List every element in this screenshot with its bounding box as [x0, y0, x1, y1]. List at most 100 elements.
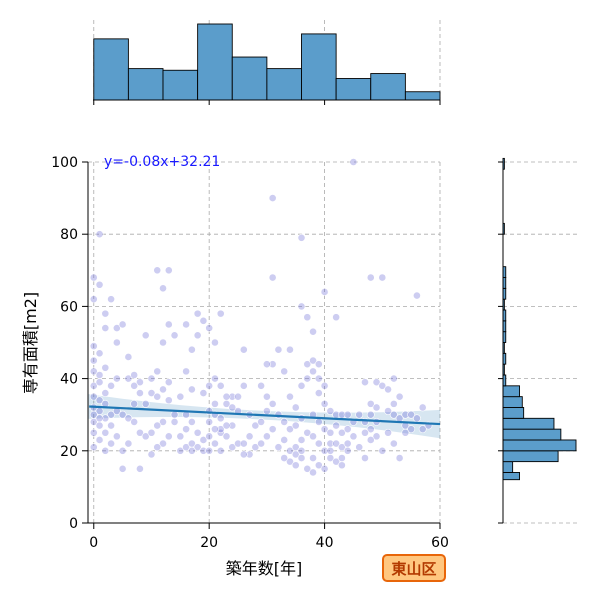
scatter-point-37 — [89, 443, 98, 452]
scatter-point-12 — [101, 363, 110, 372]
scatter-point-122 — [228, 403, 237, 412]
scatter-point-134 — [251, 421, 260, 430]
scatter-point-61 — [164, 266, 173, 275]
scatter-point-8 — [118, 320, 127, 329]
scatter-point-243 — [389, 439, 398, 448]
scatter-point-241 — [395, 392, 404, 401]
scatter-point-38 — [118, 446, 127, 455]
scatter-point-55 — [112, 338, 121, 347]
scatter-point-128 — [205, 432, 214, 441]
scatter-point-167 — [303, 428, 312, 437]
scatter-point-240 — [389, 374, 398, 383]
scatter-point-203 — [326, 446, 335, 455]
scatter-point-28 — [118, 410, 127, 419]
scatter-point-92 — [193, 331, 202, 340]
scatter-point-35 — [95, 436, 104, 444]
scatter-point-66 — [153, 367, 162, 376]
scatter-point-138 — [245, 450, 254, 459]
scatter-point-24 — [107, 410, 115, 419]
scatter-point-146 — [262, 392, 271, 401]
scatter-point-73 — [159, 418, 167, 426]
scatter-point-115 — [228, 421, 237, 430]
scatter-point-98 — [199, 446, 208, 455]
scatter-point-227 — [361, 428, 369, 437]
scatter-point-107 — [205, 381, 214, 390]
scatter-point-53 — [136, 378, 144, 387]
scatter-point-196 — [303, 464, 312, 473]
scatter-point-71 — [164, 396, 173, 405]
top-hist-bar-9 — [404, 91, 441, 101]
scatter-point-135 — [245, 432, 254, 441]
right-histogram-bars — [502, 157, 577, 481]
scatter-point-103 — [205, 418, 214, 426]
scatter-point-10 — [95, 349, 104, 358]
scatter-point-64 — [170, 331, 179, 340]
scatter-point-30 — [95, 421, 104, 430]
scatter-point-170 — [286, 392, 294, 401]
y-tick-label-1: 20 — [60, 444, 78, 460]
scatter-point-251 — [407, 425, 416, 434]
scatter-point-246 — [413, 291, 421, 300]
scatter-point-178 — [303, 360, 312, 369]
scatter-point-259 — [338, 461, 346, 470]
right-hist-bar-0 — [502, 472, 520, 481]
scatter-point-236 — [384, 407, 392, 415]
scatter-point-157 — [280, 436, 289, 444]
scatter-point-154 — [274, 410, 283, 419]
scatter-point-58 — [136, 389, 144, 397]
scatter-point-136 — [239, 439, 248, 448]
scatter-point-119 — [205, 324, 214, 332]
scatter-point-255 — [361, 454, 369, 462]
scatter-point-33 — [101, 428, 110, 437]
scatter-point-140 — [257, 439, 266, 448]
scatter-point-11 — [89, 356, 98, 365]
top-histogram-ticks — [93, 100, 441, 105]
scatter-point-218 — [355, 410, 364, 419]
scatter-point-105 — [216, 414, 225, 423]
scatter-point-9 — [89, 342, 98, 351]
scatter-point-208 — [332, 421, 341, 430]
scatter-point-155 — [280, 418, 289, 426]
scatter-point-109 — [216, 381, 225, 390]
main-plot: 0 20 40 60 0 20 40 60 80 100 y=-0.08x+32.21 築年数[… — [21, 154, 449, 578]
scatter-point-81 — [182, 443, 190, 452]
scatter-point-179 — [297, 233, 306, 242]
scatter-point-95 — [199, 316, 208, 325]
scatter-point-230 — [366, 273, 375, 282]
x-axis-ticks: 0 20 40 60 — [89, 523, 449, 551]
scatter-point-121 — [222, 392, 231, 401]
scatter-point-42 — [130, 418, 139, 426]
scatter-point-148 — [268, 360, 277, 369]
scatter-point-17 — [107, 381, 115, 390]
scatter-point-142 — [268, 425, 277, 434]
regression-equation: y=-0.08x+32.21 — [104, 154, 220, 170]
scatter-point-194 — [309, 454, 317, 462]
scatter-point-6 — [101, 324, 110, 332]
scatter-point-207 — [326, 428, 335, 437]
top-histogram — [93, 20, 441, 105]
scatter-point-197 — [320, 464, 329, 473]
scatter-point-68 — [164, 378, 173, 387]
scatter-point-131 — [239, 381, 248, 390]
scatter-point-78 — [153, 443, 162, 452]
scatter-point-211 — [326, 407, 335, 415]
scatter-point-76 — [164, 432, 173, 441]
top-hist-bar-8 — [370, 73, 406, 101]
scatter-point-4 — [101, 309, 110, 318]
right-hist-bar-4 — [502, 428, 562, 441]
scatter-point-176 — [303, 313, 312, 322]
x-tick-label-0: 0 — [89, 535, 98, 551]
scatter-point-83 — [176, 432, 185, 441]
scatter-point-69 — [159, 385, 167, 394]
scatter-point-226 — [366, 425, 375, 434]
scatter-point-145 — [268, 399, 277, 408]
scatter-point-48 — [130, 399, 139, 408]
y-tick-label-0: 0 — [69, 516, 78, 532]
scatter-point-209 — [338, 428, 346, 437]
scatter-point-202 — [338, 454, 346, 462]
scatter-point-14 — [95, 371, 104, 379]
scatter-point-175 — [297, 302, 306, 311]
scatter-point-96 — [193, 428, 202, 437]
scatter-point-173 — [303, 374, 312, 383]
top-hist-bar-5 — [266, 68, 302, 101]
